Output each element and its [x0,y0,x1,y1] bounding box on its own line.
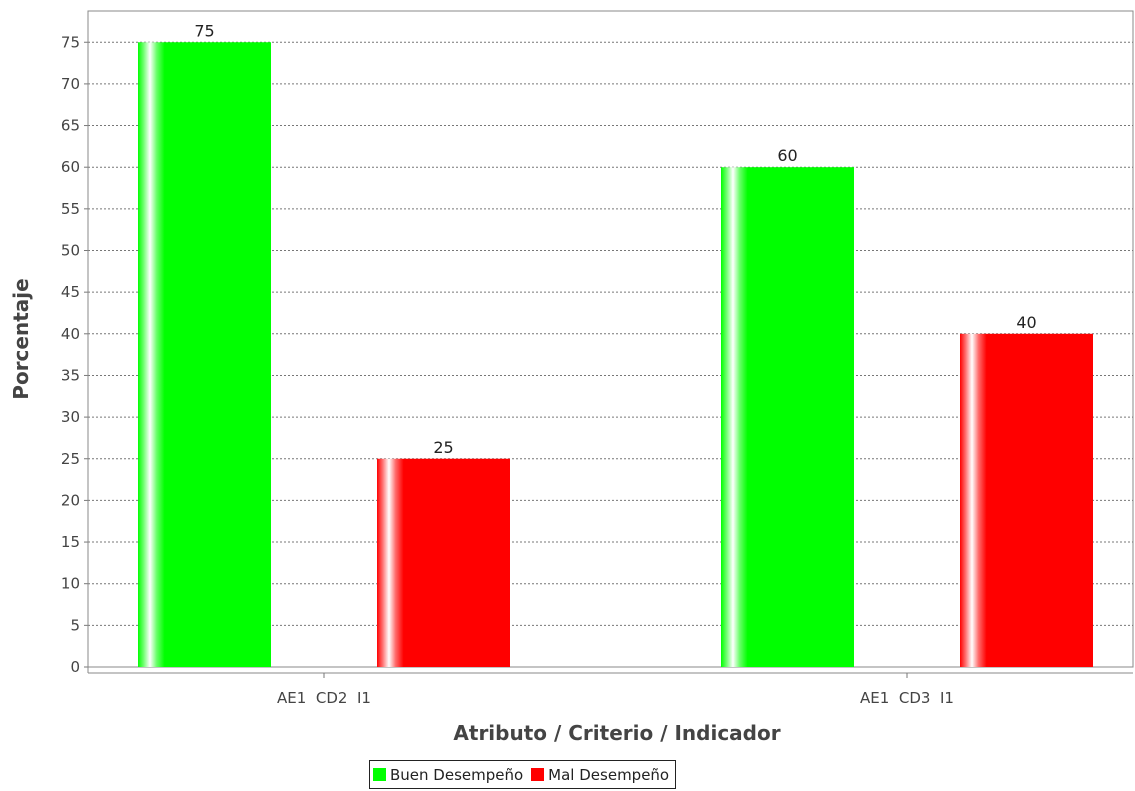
data-label: 40 [1016,313,1036,332]
legend-item-good: Buen Desempeño [373,766,523,784]
y-tick-label: 5 [70,616,80,634]
bar [377,458,510,667]
y-tick-label: 60 [61,158,80,176]
y-axis-title: Porcentaje [9,278,33,399]
data-label: 60 [777,146,797,165]
bar-chart: 75 25 60 40 0 5 10 15 20 25 30 35 40 45 50 55 60 65 70 75 A… [9,10,1134,745]
y-tick-label: 35 [61,366,80,384]
x-tick-label: AE1 CD2 I1 [277,689,371,707]
y-tick-label: 70 [61,75,80,93]
y-tick-label: 30 [61,408,80,426]
legend-swatch-good [373,768,386,781]
legend-swatch-bad [531,768,545,781]
legend-item-bad: Mal Desempeño [531,766,669,784]
legend: Buen Desempeño Mal Desempeño [369,760,677,789]
bar [721,167,854,667]
y-tick-label: 55 [61,200,80,218]
data-label: 25 [433,438,453,457]
legend-label-good: Buen Desempeño [390,765,524,784]
y-tick-label: 45 [61,283,80,301]
y-tick-label: 15 [61,533,80,551]
y-tick-label: 65 [61,117,80,135]
legend-label-bad: Mal Desempeño [548,765,670,784]
y-tick-label: 20 [61,491,80,509]
x-axis-title: Atributo / Criterio / Indicador [453,721,780,745]
bar [960,333,1093,667]
axes: 0 5 10 15 20 25 30 35 40 45 50 55 60 65 70 75 AE1 CD2 I1… [61,11,1133,707]
data-label: 75 [194,21,214,40]
y-tick-label: 0 [70,658,80,676]
y-tick-label: 50 [61,242,80,260]
bar [138,42,271,667]
y-tick-label: 25 [61,450,80,468]
y-tick-label: 75 [61,33,80,51]
y-tick-label: 40 [61,325,80,343]
y-tick-label: 10 [61,575,80,593]
bars: 75 25 60 40 [138,21,1093,667]
x-tick-label: AE1 CD3 I1 [860,689,954,707]
